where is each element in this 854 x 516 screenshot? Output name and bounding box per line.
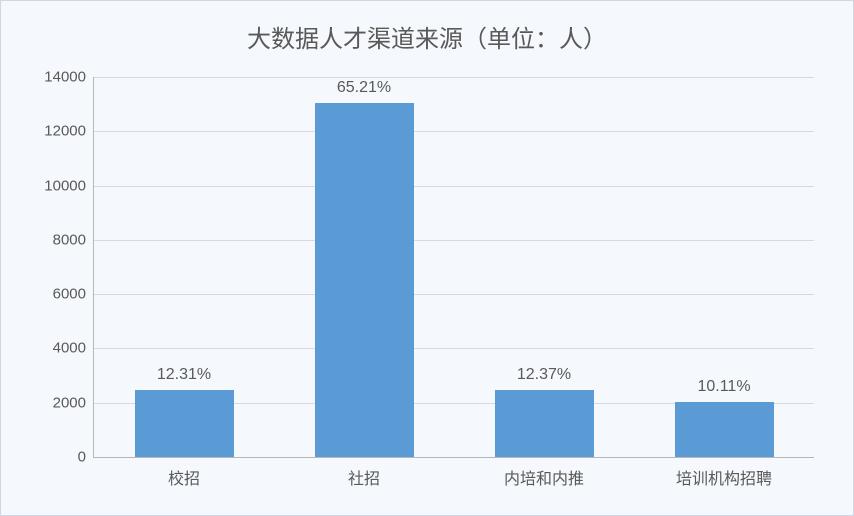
y-tick-label: 8000 [53,231,94,248]
bar-value-label: 65.21% [337,79,391,103]
y-tick-label: 2000 [53,394,94,411]
bar-chart-container: 大数据人才渠道来源（单位：人） 020004000600080001000012… [0,0,854,516]
gridline [94,186,814,187]
x-tick-label: 校招 [168,457,200,489]
bar: 12.31% [135,390,234,457]
x-tick-label: 培训机构招聘 [676,457,772,489]
y-tick-label: 4000 [53,340,94,357]
gridline [94,240,814,241]
plot-area: 0200040006000800010000120001400012.31%校招… [93,77,814,458]
bar: 65.21% [315,103,414,457]
gridline [94,77,814,78]
y-tick-label: 0 [78,449,94,466]
gridline [94,348,814,349]
x-tick-label: 社招 [348,457,380,489]
y-tick-label: 6000 [53,286,94,303]
chart-title: 大数据人才渠道来源（单位：人） [1,19,853,54]
bar: 10.11% [675,402,774,457]
y-tick-label: 14000 [44,69,94,86]
bar-value-label: 10.11% [697,378,750,402]
bar-value-label: 12.37% [517,366,571,390]
gridline [94,294,814,295]
y-tick-label: 12000 [44,123,94,140]
bar: 12.37% [495,390,594,457]
x-tick-label: 内培和内推 [504,457,584,489]
bar-value-label: 12.31% [157,366,211,390]
y-tick-label: 10000 [44,177,94,194]
gridline [94,131,814,132]
